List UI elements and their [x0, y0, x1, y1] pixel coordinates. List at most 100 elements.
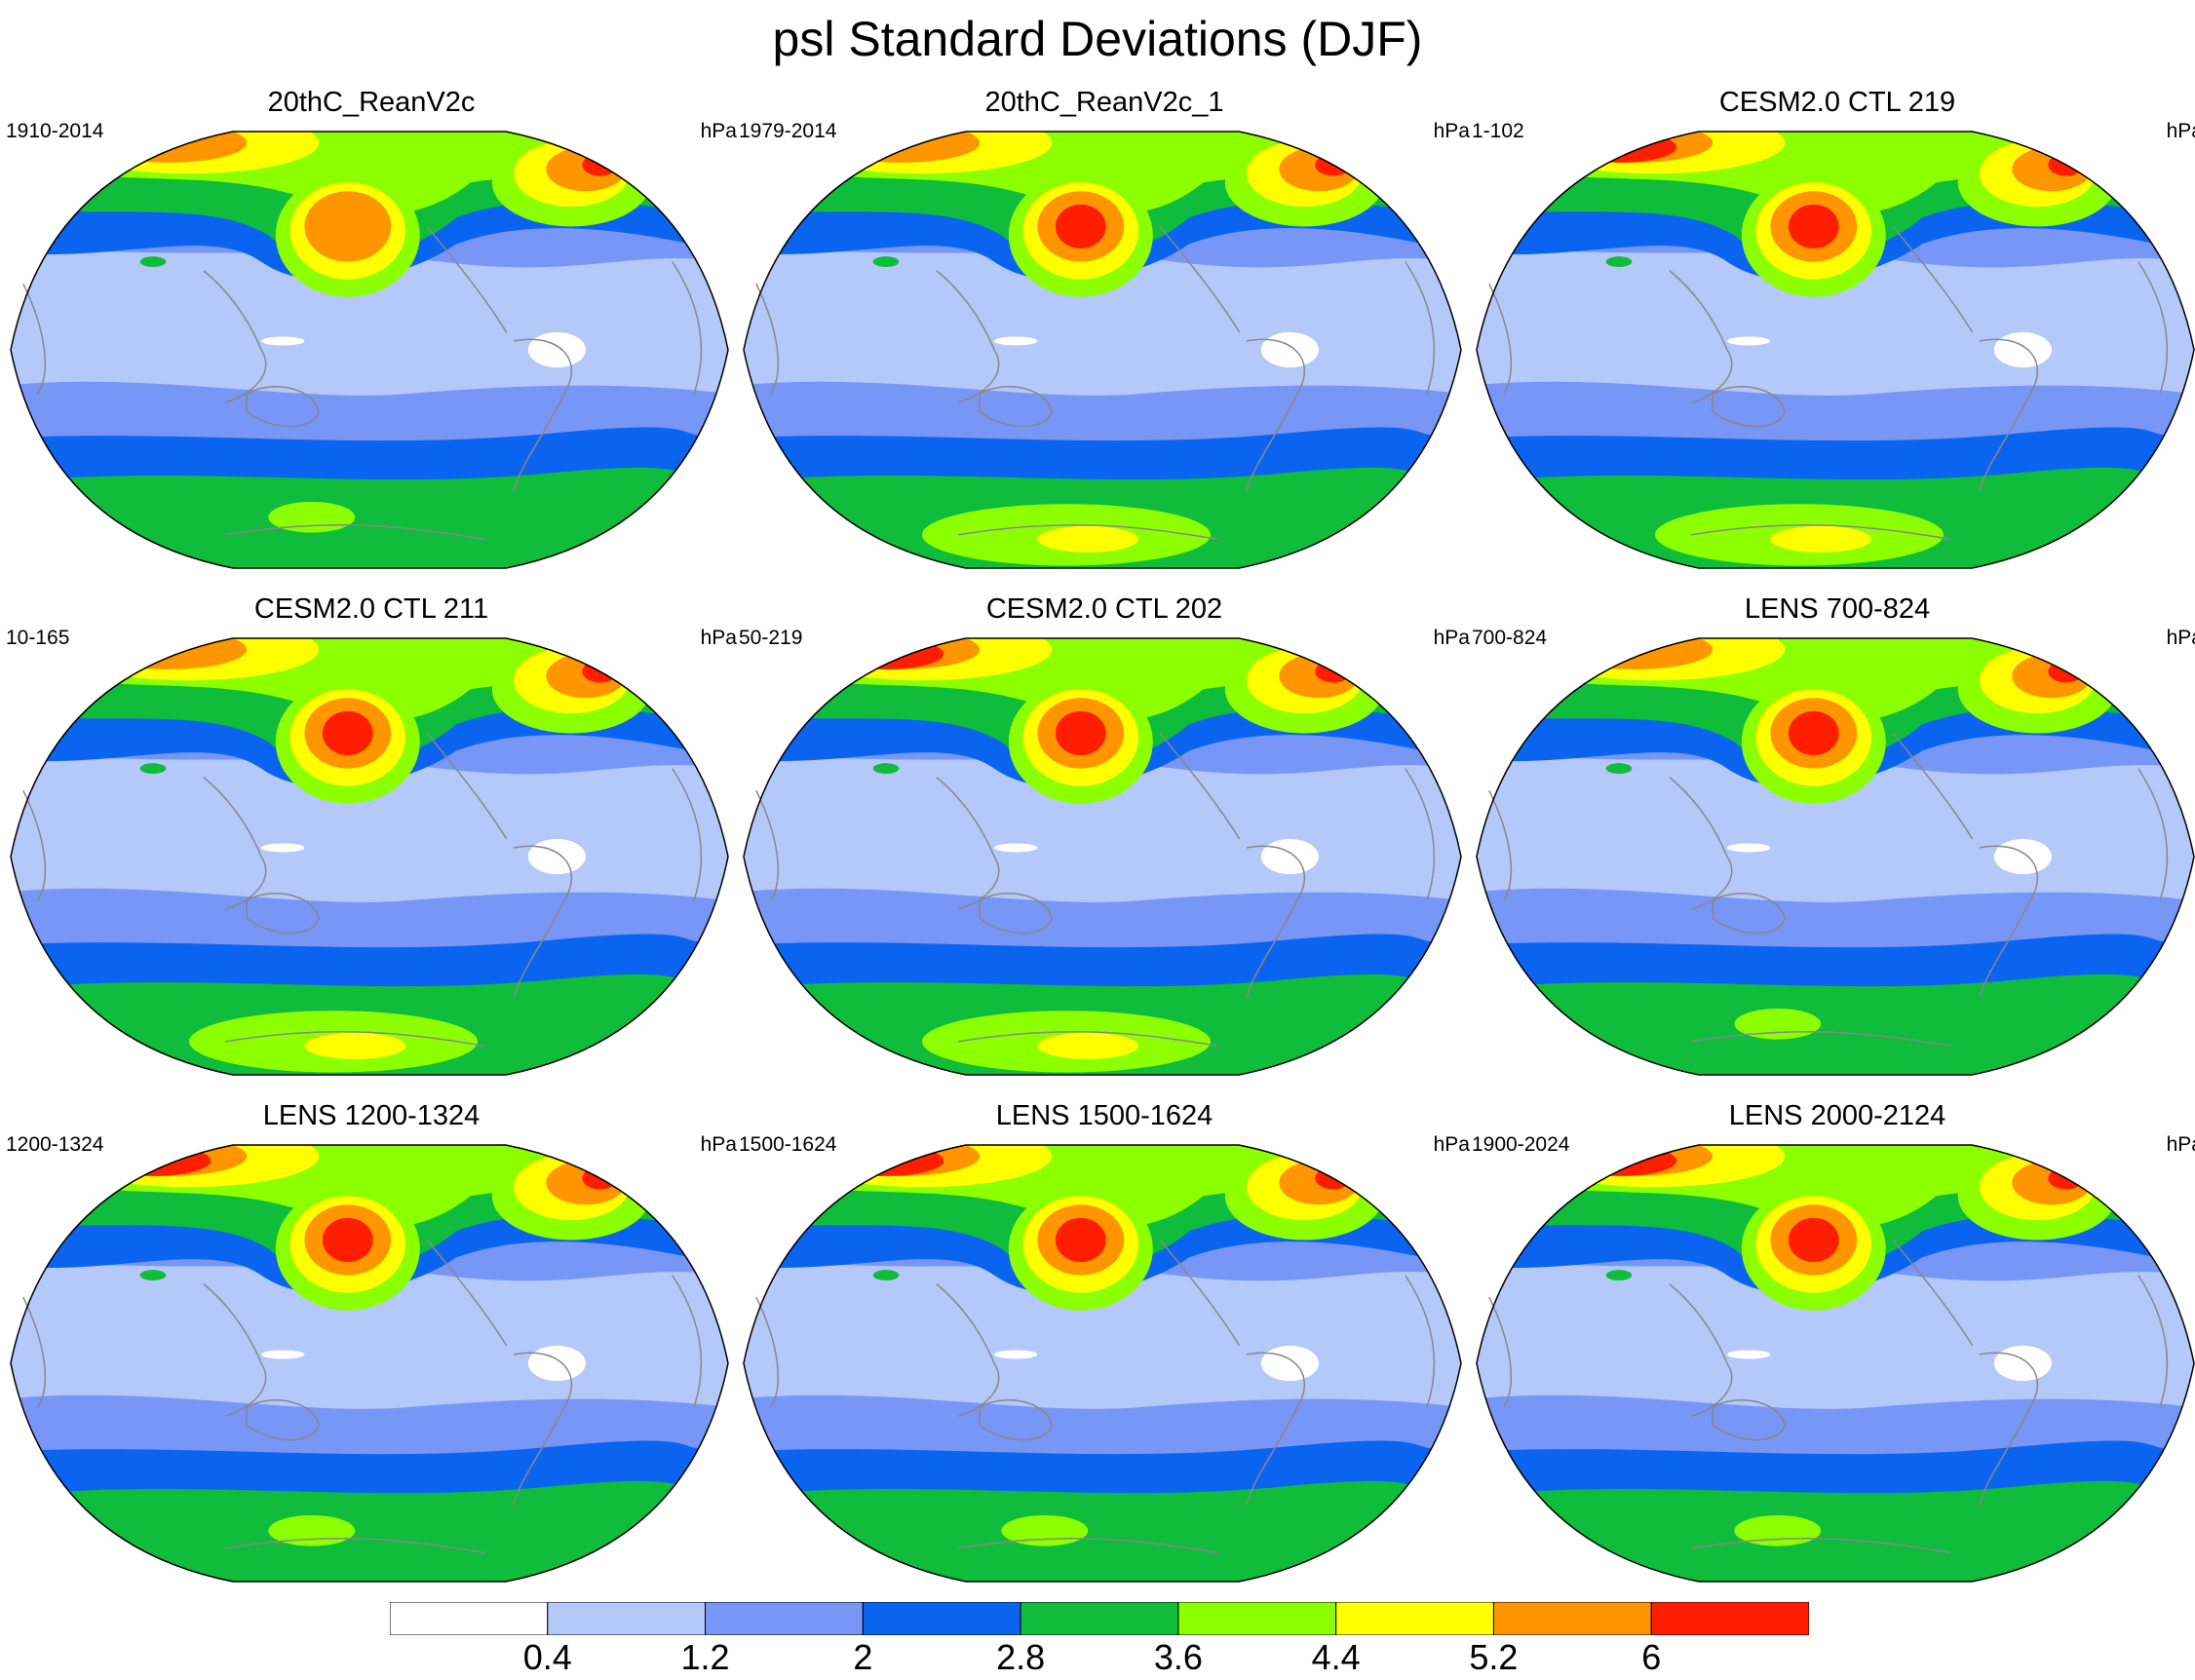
- colorbar-tick-label: 5.2: [1469, 1637, 1519, 1677]
- colorbar-swatch: [547, 1602, 707, 1635]
- colorbar-tick-label: 6: [1641, 1637, 1662, 1677]
- coastlines: [22, 1239, 703, 1554]
- sh-midlat-band: [1477, 381, 2194, 447]
- colorbar-tick-label: 0.4: [522, 1637, 572, 1677]
- north-atlantic-contour-4: [1055, 1217, 1106, 1263]
- antarctic-band: [1477, 974, 2194, 1075]
- coast-north-america: [1159, 225, 1241, 333]
- coast-north-america: [1892, 1239, 1974, 1347]
- map-plot: [1476, 1144, 2195, 1583]
- coast-antarctica: [224, 1030, 485, 1048]
- sh-midlat-band: [11, 888, 728, 954]
- colorbar-swatch: [1177, 1602, 1337, 1635]
- tibet-spot: [139, 256, 167, 268]
- colorbar-swatch: [705, 1602, 864, 1635]
- coast-antarctica: [224, 523, 485, 541]
- map-panel: LENS 1500-1624 1500-1624 hPa: [739, 1099, 1470, 1596]
- panel-title: 20thC_ReanV2c: [267, 87, 476, 118]
- coast-australia: [979, 1399, 1053, 1441]
- panel-period: 10-165: [6, 627, 70, 649]
- north-atlantic-contour-4: [1788, 710, 1839, 756]
- coast-australia: [1712, 1399, 1786, 1441]
- coast-north-america: [1892, 732, 1974, 840]
- antarctic-peak: [1037, 1032, 1138, 1059]
- coast-antarctica: [1690, 1030, 1951, 1048]
- map-plot: [10, 637, 729, 1076]
- map-border: [10, 131, 729, 569]
- figure-title: psl Standard Deviations (DJF): [772, 12, 1423, 66]
- panel-period: 50-219: [739, 627, 803, 649]
- sh-midlat-band: [744, 888, 1461, 954]
- coast-antarctica: [957, 523, 1218, 541]
- coast-africa-east: [672, 1275, 703, 1408]
- panel-units: hPa: [2166, 120, 2195, 142]
- map-border: [10, 1144, 729, 1583]
- coastlines: [1488, 1239, 2169, 1554]
- tibet-spot: [1605, 763, 1633, 775]
- tropical-min-2: [1727, 336, 1771, 346]
- coast-north-america: [1159, 732, 1241, 840]
- coast-africa: [755, 789, 780, 901]
- colorbar-tick-label: 2.8: [996, 1637, 1046, 1677]
- contour-field: [1477, 1145, 2194, 1582]
- panel-period: 1500-1624: [739, 1133, 837, 1156]
- coastlines: [755, 732, 1436, 1048]
- antarctic-peak: [304, 1032, 406, 1059]
- coast-asia: [203, 1283, 267, 1417]
- coast-asia: [1669, 777, 1733, 910]
- tropical-min-1: [1993, 1345, 2052, 1382]
- north-atlantic-contour-4: [1055, 204, 1106, 249]
- map-panel: LENS 700-824 700-824 hPa: [1472, 592, 2195, 1089]
- colorbar-tick-label: 3.6: [1153, 1637, 1203, 1677]
- coast-africa: [755, 1296, 780, 1408]
- tibet-spot: [872, 763, 900, 775]
- map-border: [1476, 637, 2195, 1076]
- panel-title: LENS 700-824: [1744, 593, 1931, 625]
- coast-asia: [203, 270, 267, 403]
- coast-africa: [1488, 789, 1513, 901]
- panel-period: 1979-2014: [739, 120, 837, 142]
- map-border: [743, 131, 1462, 569]
- tropical-min-2: [261, 843, 305, 853]
- coast-antarctica: [1690, 523, 1951, 541]
- colorbar-swatch: [1650, 1602, 1809, 1635]
- coast-north-america: [1159, 1239, 1241, 1347]
- sh-midlat-band: [11, 1394, 728, 1461]
- coast-australia: [246, 1399, 320, 1441]
- coast-antarctica: [957, 1537, 1218, 1554]
- coast-asia: [1669, 270, 1733, 403]
- panel-title: CESM2.0 CTL 219: [1718, 87, 1956, 118]
- coast-africa: [22, 283, 47, 395]
- panel-units: hPa: [1433, 120, 1470, 142]
- coastlines: [755, 1239, 1436, 1554]
- tropical-min-1: [1993, 331, 2052, 368]
- coast-north-america: [426, 225, 508, 333]
- map-plot: [1476, 637, 2195, 1076]
- coast-africa-east: [2137, 261, 2169, 395]
- panel-units: hPa: [700, 120, 737, 142]
- coast-north-america: [1892, 225, 1974, 333]
- coast-antarctica: [224, 1537, 485, 1554]
- map-plot: [743, 1144, 1462, 1583]
- map-plot: [10, 131, 729, 569]
- map-panel: 20thC_ReanV2c 1910-2014 hPa: [6, 86, 737, 583]
- coast-asia: [203, 777, 267, 910]
- tropical-min-2: [994, 843, 1038, 853]
- coastlines: [755, 225, 1436, 541]
- coast-asia: [936, 777, 1000, 910]
- colorbar: [390, 1602, 1809, 1635]
- panel-units: hPa: [1433, 1133, 1470, 1156]
- map-border: [743, 637, 1462, 1076]
- panel-units: hPa: [2166, 1133, 2195, 1156]
- tibet-spot: [872, 1270, 900, 1281]
- coast-africa: [1488, 283, 1513, 395]
- tropical-min-1: [1993, 838, 2052, 875]
- coast-australia: [1712, 893, 1786, 935]
- tropical-min-1: [1260, 838, 1319, 875]
- panel-title: LENS 2000-2124: [1728, 1100, 1946, 1131]
- map-plot: [743, 131, 1462, 569]
- coastlines: [1488, 732, 2169, 1048]
- contour-field: [11, 132, 728, 568]
- map-panel: LENS 1200-1324 1200-1324 hPa: [6, 1099, 737, 1596]
- sh-midlat-band: [11, 381, 728, 447]
